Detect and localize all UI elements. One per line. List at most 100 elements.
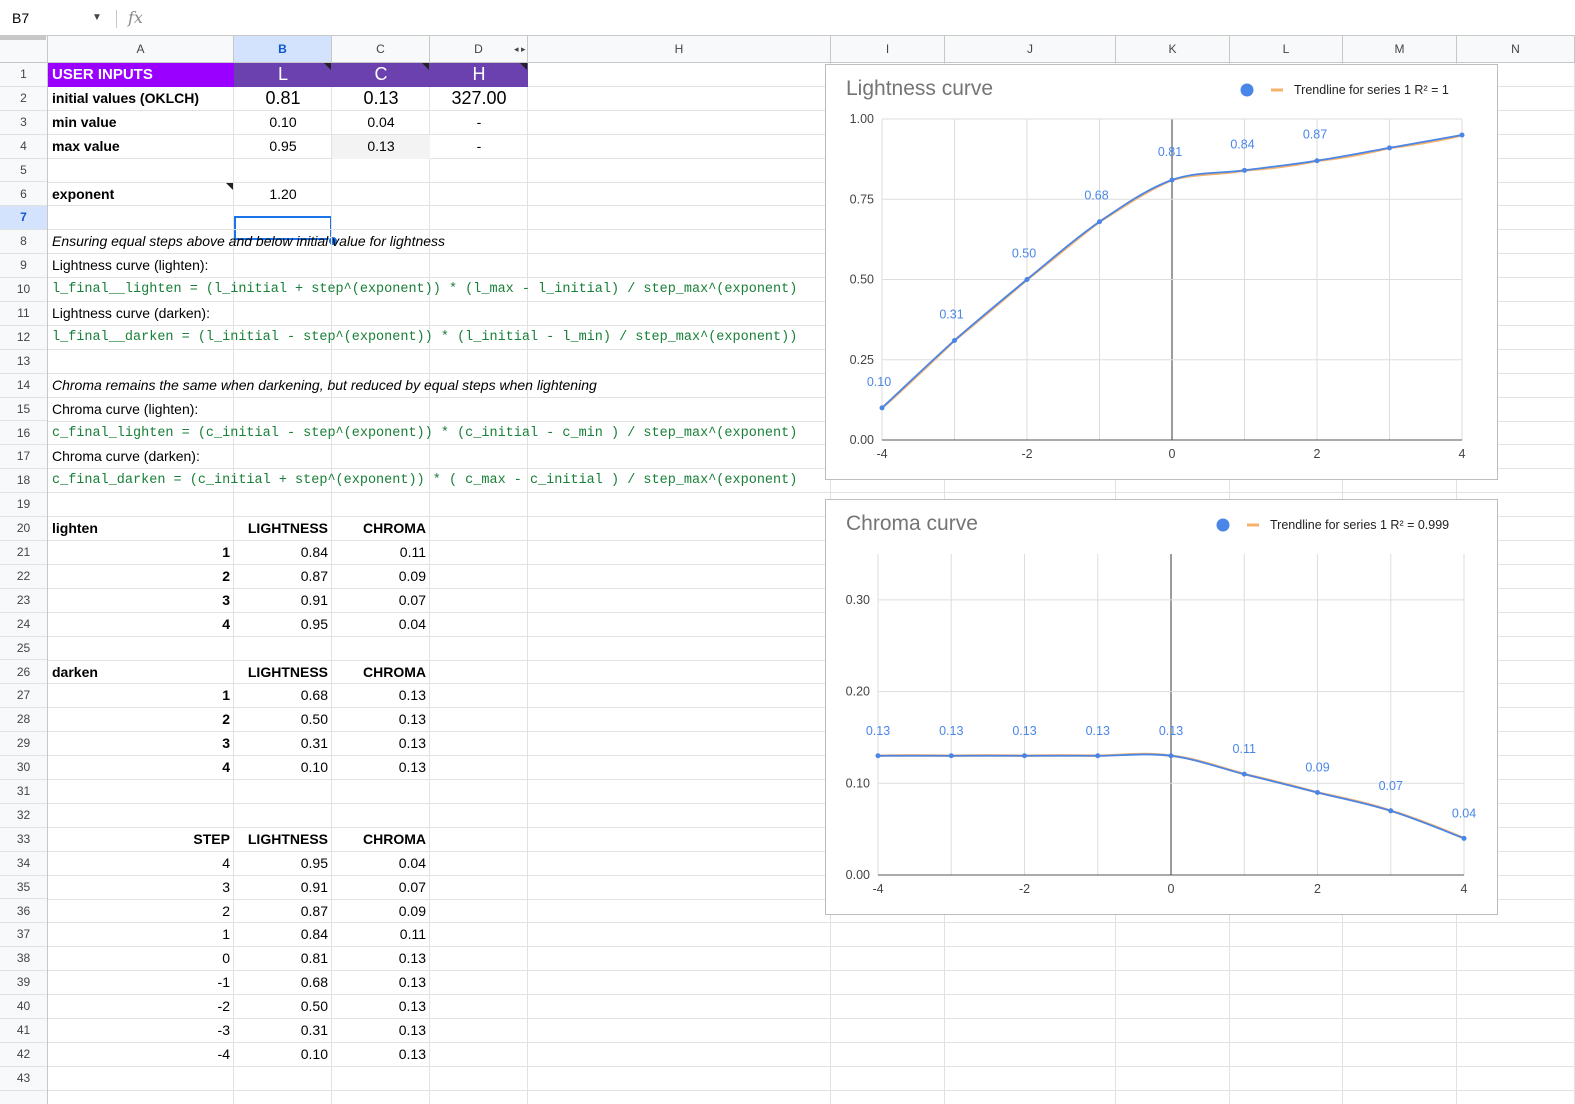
data-point[interactable] xyxy=(1169,177,1175,183)
steps-step-cell[interactable]: 4 xyxy=(222,854,230,871)
cell-note-marker-icon[interactable] xyxy=(520,63,527,70)
note-lightness-lighten-label[interactable]: Lightness curve (lighten): xyxy=(52,257,209,274)
max-h-cell[interactable]: - xyxy=(476,137,482,154)
exponent-cell[interactable]: 1.20 xyxy=(269,185,297,202)
formula-chroma-lighten[interactable]: c_final_lighten = (c_initial - step^(exp… xyxy=(52,425,798,441)
row-header-41[interactable]: 41 xyxy=(0,1019,47,1043)
data-point[interactable] xyxy=(879,405,885,411)
name-box[interactable]: B7 xyxy=(12,10,30,26)
row-header-31[interactable]: 31 xyxy=(0,780,47,804)
steps-chroma-cell[interactable]: 0.13 xyxy=(398,950,426,967)
steps-chroma-cell[interactable]: 0.13 xyxy=(398,1045,426,1062)
row-header-1[interactable]: 1 xyxy=(0,63,47,87)
note-chroma-behaviour[interactable]: Chroma remains the same when darkening, … xyxy=(52,376,597,393)
data-point[interactable] xyxy=(1022,753,1027,759)
data-point[interactable] xyxy=(1461,835,1467,841)
steps-lightness-cell[interactable]: 0.81 xyxy=(300,950,328,967)
initial-values-label[interactable]: initial values (OKLCH) xyxy=(52,89,200,106)
column-header-l[interactable]: L xyxy=(1230,36,1343,62)
lightness-chart[interactable]: Lightness curve Trendline for series 1 R²… xyxy=(825,64,1498,480)
column-header-b[interactable]: B xyxy=(234,36,332,62)
row-header-42[interactable]: 42 xyxy=(0,1043,47,1067)
darken-step-cell[interactable]: 4 xyxy=(222,759,230,776)
cell-note-marker-icon[interactable] xyxy=(324,63,331,70)
lighten-chroma-cell[interactable]: 0.11 xyxy=(399,544,426,560)
row-header-37[interactable]: 37 xyxy=(0,923,47,948)
lighten-lightness-cell[interactable]: 0.84 xyxy=(300,544,328,560)
row-header-33[interactable]: 33 xyxy=(0,828,47,852)
row-header-25[interactable]: 25 xyxy=(0,637,47,661)
steps-step-cell[interactable]: 0 xyxy=(222,950,230,967)
lighten-chroma-header[interactable]: CHROMA xyxy=(363,520,426,537)
row-header-30[interactable]: 30 xyxy=(0,756,47,780)
note-lightness-darken-label[interactable]: Lightness curve (darken): xyxy=(52,305,210,321)
darken-lightness-cell[interactable]: 0.31 xyxy=(300,735,328,752)
min-h-cell[interactable]: - xyxy=(476,113,482,130)
data-point[interactable] xyxy=(1459,132,1465,138)
lighten-lightness-cell[interactable]: 0.87 xyxy=(300,567,328,584)
initial-l-cell[interactable]: 0.81 xyxy=(265,87,301,108)
max-l-cell[interactable]: 0.95 xyxy=(269,137,297,154)
row-header-29[interactable]: 29 xyxy=(0,732,47,757)
select-all-corner[interactable] xyxy=(0,36,48,62)
lighten-label[interactable]: lighten xyxy=(52,520,98,537)
max-value-label[interactable]: max value xyxy=(52,137,120,154)
formula-chroma-darken[interactable]: c_final_darken = (c_initial + step^(expo… xyxy=(52,473,798,489)
row-header-13[interactable]: 13 xyxy=(0,350,47,374)
steps-lightness-cell[interactable]: 0.50 xyxy=(300,998,328,1015)
row-header-10[interactable]: 10 xyxy=(0,278,47,302)
column-header-d[interactable]: D xyxy=(430,36,528,62)
steps-step-header[interactable]: STEP xyxy=(193,830,230,847)
row-header-3[interactable]: 3 xyxy=(0,111,47,135)
header-cell-h[interactable]: H xyxy=(430,63,528,87)
data-point[interactable] xyxy=(1387,145,1392,151)
row-header-17[interactable]: 17 xyxy=(0,445,47,470)
formula-lightness-darken[interactable]: l_final__darken = (l_initial - step^(exp… xyxy=(52,329,798,345)
row-header-26[interactable]: 26 xyxy=(0,661,47,685)
header-cell-c[interactable]: C xyxy=(332,63,430,87)
steps-lightness-cell[interactable]: 0.91 xyxy=(300,878,328,895)
row-header-22[interactable]: 22 xyxy=(0,565,47,589)
column-header-c[interactable]: C xyxy=(332,36,430,62)
row-header-39[interactable]: 39 xyxy=(0,971,47,996)
formula-lightness-lighten[interactable]: l_final__lighten = (l_initial + step^(ex… xyxy=(52,282,798,298)
row-header-4[interactable]: 4 xyxy=(0,135,47,159)
steps-step-cell[interactable]: 1 xyxy=(222,926,230,943)
steps-lightness-cell[interactable]: 0.31 xyxy=(300,1022,328,1038)
cell-note-marker-icon[interactable] xyxy=(226,182,233,190)
column-header-i[interactable]: I xyxy=(831,36,945,62)
steps-step-cell[interactable]: -4 xyxy=(217,1045,230,1062)
row-header-36[interactable]: 36 xyxy=(0,900,47,924)
steps-lightness-cell[interactable]: 0.87 xyxy=(300,902,328,919)
data-point[interactable] xyxy=(1168,753,1174,759)
row-header-34[interactable]: 34 xyxy=(0,852,47,876)
steps-step-cell[interactable]: 3 xyxy=(222,878,230,895)
lighten-step-cell[interactable]: 4 xyxy=(222,615,230,632)
header-cell-l[interactable]: L xyxy=(234,63,332,87)
steps-lightness-header[interactable]: LIGHTNESS xyxy=(247,830,328,847)
column-header-h[interactable]: H xyxy=(528,36,831,62)
row-header-40[interactable]: 40 xyxy=(0,995,47,1019)
row-header-18[interactable]: 18 xyxy=(0,469,47,494)
steps-lightness-cell[interactable]: 0.84 xyxy=(300,926,328,943)
steps-lightness-cell[interactable]: 0.10 xyxy=(300,1045,328,1062)
row-header-19[interactable]: 19 xyxy=(0,493,47,518)
row-header-2[interactable]: 2 xyxy=(0,87,47,111)
cell-note-marker-icon[interactable] xyxy=(422,63,429,70)
column-header-a[interactable]: A xyxy=(48,36,234,62)
darken-chroma-header[interactable]: CHROMA xyxy=(363,663,426,680)
column-header-n[interactable]: N xyxy=(1457,36,1575,62)
data-point[interactable] xyxy=(952,337,957,343)
steps-step-cell[interactable]: -3 xyxy=(217,1022,230,1038)
steps-step-cell[interactable]: -2 xyxy=(217,998,230,1015)
column-header-m[interactable]: M xyxy=(1343,36,1457,62)
lighten-lightness-cell[interactable]: 0.95 xyxy=(300,615,328,632)
initial-h-cell[interactable]: 327.00 xyxy=(451,87,507,108)
min-l-cell[interactable]: 0.10 xyxy=(269,113,297,130)
data-point[interactable] xyxy=(1097,219,1102,225)
data-point[interactable] xyxy=(1242,167,1247,173)
steps-lightness-cell[interactable]: 0.68 xyxy=(300,974,328,991)
steps-chroma-cell[interactable]: 0.13 xyxy=(398,974,426,991)
data-point[interactable] xyxy=(1388,808,1394,814)
steps-step-cell[interactable]: -1 xyxy=(217,974,230,991)
